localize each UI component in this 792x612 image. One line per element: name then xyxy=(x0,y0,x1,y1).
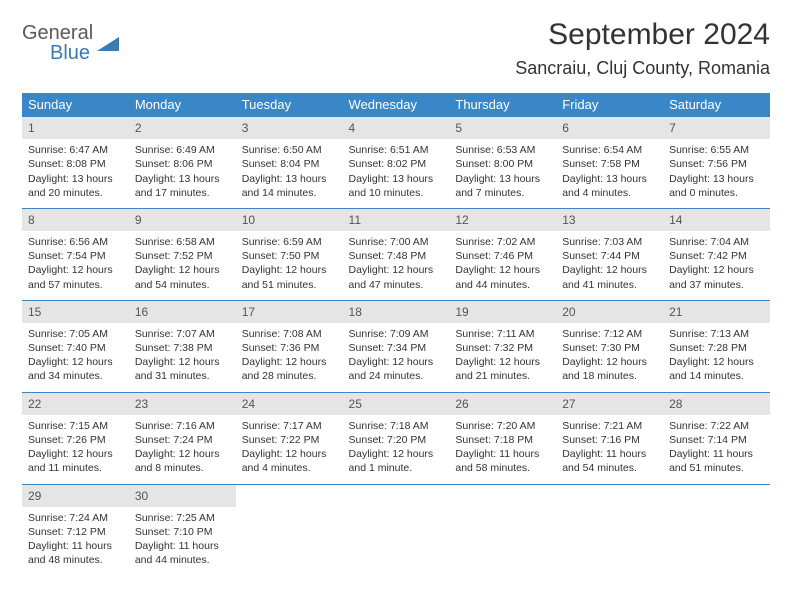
day-detail: Sunrise: 7:13 AMSunset: 7:28 PMDaylight:… xyxy=(663,323,770,392)
day-detail: Sunrise: 7:12 AMSunset: 7:30 PMDaylight:… xyxy=(556,323,663,392)
detail-row: Sunrise: 7:15 AMSunset: 7:26 PMDaylight:… xyxy=(22,415,770,484)
day-number xyxy=(449,484,556,507)
day-number: 3 xyxy=(236,117,343,140)
day-number: 26 xyxy=(449,392,556,415)
calendar-table: SundayMondayTuesdayWednesdayThursdayFrid… xyxy=(22,93,770,575)
day-number: 28 xyxy=(663,392,770,415)
weekday-header-row: SundayMondayTuesdayWednesdayThursdayFrid… xyxy=(22,93,770,117)
day-number: 7 xyxy=(663,117,770,140)
weekday-friday: Friday xyxy=(556,93,663,117)
day-number: 27 xyxy=(556,392,663,415)
day-number: 22 xyxy=(22,392,129,415)
day-detail: Sunrise: 7:00 AMSunset: 7:48 PMDaylight:… xyxy=(343,231,450,300)
day-detail: Sunrise: 7:09 AMSunset: 7:34 PMDaylight:… xyxy=(343,323,450,392)
day-number: 18 xyxy=(343,300,450,323)
day-number xyxy=(663,484,770,507)
day-number: 16 xyxy=(129,300,236,323)
day-detail: Sunrise: 7:07 AMSunset: 7:38 PMDaylight:… xyxy=(129,323,236,392)
day-detail: Sunrise: 7:21 AMSunset: 7:16 PMDaylight:… xyxy=(556,415,663,484)
day-detail: Sunrise: 6:49 AMSunset: 8:06 PMDaylight:… xyxy=(129,139,236,208)
day-number: 15 xyxy=(22,300,129,323)
header: General Blue September 2024 Sancraiu, Cl… xyxy=(22,18,770,79)
month-title: September 2024 xyxy=(515,18,770,52)
logo-general: General xyxy=(22,22,93,44)
day-detail: Sunrise: 6:56 AMSunset: 7:54 PMDaylight:… xyxy=(22,231,129,300)
day-detail: Sunrise: 7:11 AMSunset: 7:32 PMDaylight:… xyxy=(449,323,556,392)
day-detail xyxy=(556,507,663,576)
daynum-row: 2930 xyxy=(22,484,770,507)
day-detail: Sunrise: 7:20 AMSunset: 7:18 PMDaylight:… xyxy=(449,415,556,484)
day-detail: Sunrise: 7:25 AMSunset: 7:10 PMDaylight:… xyxy=(129,507,236,576)
day-detail: Sunrise: 7:08 AMSunset: 7:36 PMDaylight:… xyxy=(236,323,343,392)
day-detail: Sunrise: 6:59 AMSunset: 7:50 PMDaylight:… xyxy=(236,231,343,300)
day-number: 2 xyxy=(129,117,236,140)
logo-text-block: General Blue xyxy=(22,24,93,64)
day-number: 19 xyxy=(449,300,556,323)
weekday-thursday: Thursday xyxy=(449,93,556,117)
title-block: September 2024 Sancraiu, Cluj County, Ro… xyxy=(515,18,770,79)
day-number: 24 xyxy=(236,392,343,415)
day-detail: Sunrise: 7:22 AMSunset: 7:14 PMDaylight:… xyxy=(663,415,770,484)
day-number: 1 xyxy=(22,117,129,140)
day-number: 20 xyxy=(556,300,663,323)
day-number: 17 xyxy=(236,300,343,323)
day-number xyxy=(343,484,450,507)
weekday-wednesday: Wednesday xyxy=(343,93,450,117)
day-detail: Sunrise: 6:51 AMSunset: 8:02 PMDaylight:… xyxy=(343,139,450,208)
day-detail: Sunrise: 6:58 AMSunset: 7:52 PMDaylight:… xyxy=(129,231,236,300)
day-detail: Sunrise: 7:15 AMSunset: 7:26 PMDaylight:… xyxy=(22,415,129,484)
day-number xyxy=(236,484,343,507)
day-number: 9 xyxy=(129,208,236,231)
day-detail: Sunrise: 7:17 AMSunset: 7:22 PMDaylight:… xyxy=(236,415,343,484)
day-number: 12 xyxy=(449,208,556,231)
day-number: 10 xyxy=(236,208,343,231)
day-number: 13 xyxy=(556,208,663,231)
daynum-row: 891011121314 xyxy=(22,208,770,231)
day-detail xyxy=(343,507,450,576)
day-detail: Sunrise: 6:50 AMSunset: 8:04 PMDaylight:… xyxy=(236,139,343,208)
day-detail: Sunrise: 7:16 AMSunset: 7:24 PMDaylight:… xyxy=(129,415,236,484)
logo: General Blue xyxy=(22,24,119,64)
daynum-row: 1234567 xyxy=(22,117,770,140)
weekday-saturday: Saturday xyxy=(663,93,770,117)
day-detail xyxy=(236,507,343,576)
day-detail: Sunrise: 7:24 AMSunset: 7:12 PMDaylight:… xyxy=(22,507,129,576)
day-detail: Sunrise: 7:18 AMSunset: 7:20 PMDaylight:… xyxy=(343,415,450,484)
day-detail: Sunrise: 6:55 AMSunset: 7:56 PMDaylight:… xyxy=(663,139,770,208)
location: Sancraiu, Cluj County, Romania xyxy=(515,58,770,79)
weekday-tuesday: Tuesday xyxy=(236,93,343,117)
weekday-monday: Monday xyxy=(129,93,236,117)
day-detail: Sunrise: 7:05 AMSunset: 7:40 PMDaylight:… xyxy=(22,323,129,392)
day-number: 4 xyxy=(343,117,450,140)
day-number: 23 xyxy=(129,392,236,415)
day-number: 29 xyxy=(22,484,129,507)
day-detail xyxy=(663,507,770,576)
day-number: 25 xyxy=(343,392,450,415)
day-detail: Sunrise: 6:54 AMSunset: 7:58 PMDaylight:… xyxy=(556,139,663,208)
day-detail: Sunrise: 6:53 AMSunset: 8:00 PMDaylight:… xyxy=(449,139,556,208)
day-detail xyxy=(449,507,556,576)
daynum-row: 15161718192021 xyxy=(22,300,770,323)
detail-row: Sunrise: 7:05 AMSunset: 7:40 PMDaylight:… xyxy=(22,323,770,392)
day-number: 8 xyxy=(22,208,129,231)
day-detail: Sunrise: 7:02 AMSunset: 7:46 PMDaylight:… xyxy=(449,231,556,300)
day-detail: Sunrise: 7:04 AMSunset: 7:42 PMDaylight:… xyxy=(663,231,770,300)
day-number: 6 xyxy=(556,117,663,140)
day-number: 14 xyxy=(663,208,770,231)
detail-row: Sunrise: 7:24 AMSunset: 7:12 PMDaylight:… xyxy=(22,507,770,576)
logo-blue: Blue xyxy=(22,42,90,64)
day-number xyxy=(556,484,663,507)
day-detail: Sunrise: 7:03 AMSunset: 7:44 PMDaylight:… xyxy=(556,231,663,300)
day-detail: Sunrise: 6:47 AMSunset: 8:08 PMDaylight:… xyxy=(22,139,129,208)
detail-row: Sunrise: 6:56 AMSunset: 7:54 PMDaylight:… xyxy=(22,231,770,300)
day-number: 5 xyxy=(449,117,556,140)
triangle-icon xyxy=(97,33,119,56)
day-number: 11 xyxy=(343,208,450,231)
detail-row: Sunrise: 6:47 AMSunset: 8:08 PMDaylight:… xyxy=(22,139,770,208)
day-number: 30 xyxy=(129,484,236,507)
daynum-row: 22232425262728 xyxy=(22,392,770,415)
day-number: 21 xyxy=(663,300,770,323)
weekday-sunday: Sunday xyxy=(22,93,129,117)
